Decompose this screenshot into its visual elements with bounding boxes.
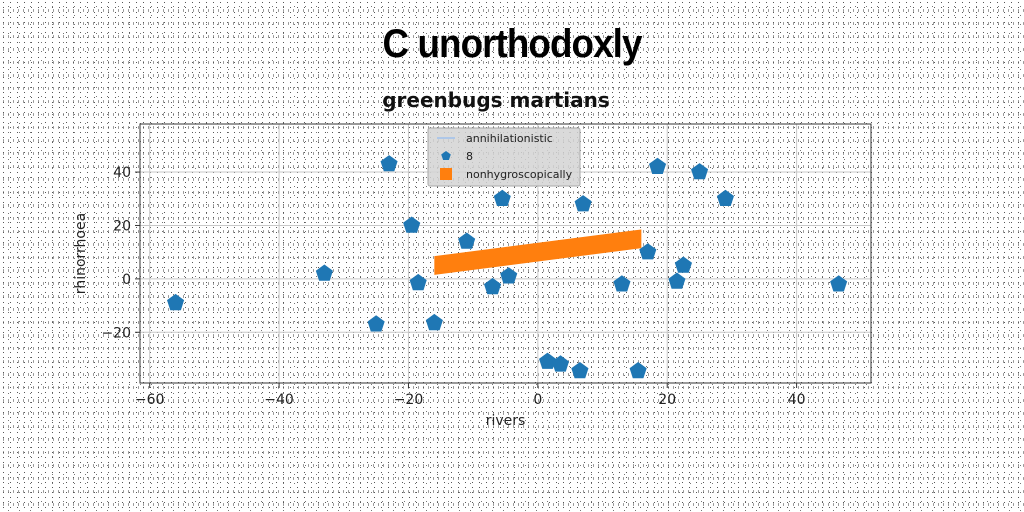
y-tick-label: 0 bbox=[122, 272, 131, 288]
series-points bbox=[167, 155, 848, 379]
scatter-point bbox=[167, 293, 185, 311]
legend-label: nonhygroscopically bbox=[466, 168, 573, 181]
scatter-point bbox=[613, 275, 631, 292]
legend: annihilationistic 8 nonhygroscopically bbox=[427, 127, 581, 187]
legend-box bbox=[427, 127, 581, 187]
y-tick-label: 40 bbox=[113, 165, 131, 181]
y-tick-label: −20 bbox=[101, 325, 131, 341]
legend-handle-square bbox=[440, 168, 452, 180]
scatter-point bbox=[539, 352, 557, 369]
scatter-point bbox=[367, 315, 385, 332]
scatter-point bbox=[380, 155, 398, 172]
x-tick-label: 0 bbox=[533, 392, 542, 408]
scatter-point bbox=[691, 163, 709, 180]
scatter-point bbox=[830, 275, 848, 292]
scatter-point bbox=[500, 267, 518, 284]
scatter-point bbox=[315, 264, 333, 281]
legend-label: 8 bbox=[466, 150, 473, 163]
x-tick-label: 40 bbox=[788, 392, 806, 408]
series-band bbox=[434, 229, 642, 275]
scatter-point bbox=[649, 157, 667, 174]
y-axis-label: rhinorrhoea bbox=[73, 213, 89, 294]
scatter-point bbox=[403, 216, 421, 233]
chart-subtitle: greenbugs martians bbox=[382, 88, 610, 112]
scatter-point bbox=[674, 256, 692, 273]
x-axis-label: rivers bbox=[486, 413, 526, 429]
x-tick-label: 20 bbox=[658, 392, 676, 408]
legend-handle-pentagon bbox=[441, 151, 451, 160]
band-nonhygroscopically bbox=[434, 229, 642, 275]
scatter-point bbox=[574, 195, 592, 212]
scatter-point bbox=[668, 272, 686, 289]
scatter-point bbox=[409, 273, 427, 291]
scatter-point bbox=[639, 243, 657, 260]
scatter-point bbox=[629, 362, 647, 379]
scatter-point bbox=[716, 189, 734, 206]
scatter-point bbox=[458, 232, 476, 249]
chart-title: C unorthodoxly bbox=[382, 22, 642, 66]
scatter-point bbox=[484, 277, 502, 295]
x-tick-label: −60 bbox=[135, 392, 165, 408]
plot-frame bbox=[139, 123, 872, 384]
x-tick-label: −40 bbox=[264, 392, 294, 408]
x-tick-label: −20 bbox=[394, 392, 424, 408]
scatter-point bbox=[571, 362, 589, 379]
scatter-point bbox=[551, 355, 569, 372]
scatter-point bbox=[425, 313, 443, 331]
axis-ticks: −60 −40 −20 0 20 40 −20 0 20 40 bbox=[101, 165, 805, 408]
scatter-point bbox=[493, 189, 511, 206]
legend-label: annihilationistic bbox=[466, 132, 553, 145]
y-tick-label: 20 bbox=[113, 218, 131, 234]
